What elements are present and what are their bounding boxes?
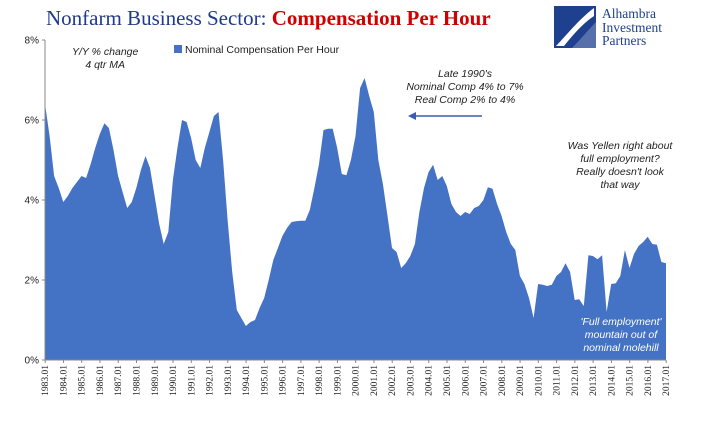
x-tick-label: 2011.01 xyxy=(553,365,563,396)
x-tick-label: 2000.01 xyxy=(352,365,362,396)
x-tick-label: 1993.01 xyxy=(224,365,234,396)
x-tick-label: 2014.01 xyxy=(607,365,617,396)
legend: Nominal Compensation Per Hour xyxy=(174,44,340,56)
annotation-late-1990s-line-1: Late 1990's xyxy=(438,68,492,80)
x-tick-label: 2006.01 xyxy=(461,365,471,396)
annotation-molehill: 'Full employment' mountain out of nomina… xyxy=(566,316,676,355)
title-emphasis: Compensation Per Hour xyxy=(271,6,491,30)
x-tick-label: 2005.01 xyxy=(443,365,453,396)
legend-note-line-2: 4 qtr MA xyxy=(85,59,126,71)
x-tick-label: 2008.01 xyxy=(498,365,508,396)
x-tick-label: 1990.01 xyxy=(169,365,179,396)
x-tick-label: 1988.01 xyxy=(133,365,143,396)
x-tick-label: 2009.01 xyxy=(516,365,526,396)
annotation-molehill-line-3: nominal molehill xyxy=(583,342,659,354)
x-tick-label: 2010.01 xyxy=(534,365,544,396)
x-tick-label: 1985.01 xyxy=(78,365,88,396)
x-tick-label: 1997.01 xyxy=(297,365,307,396)
x-tick-label: 2017.01 xyxy=(662,365,672,396)
x-tick-label: 2004.01 xyxy=(425,365,435,396)
x-tick-label: 1994.01 xyxy=(242,365,252,396)
x-tick-label: 2001.01 xyxy=(370,365,380,396)
x-tick-label: 1999.01 xyxy=(333,365,343,396)
x-tick-label: 2002.01 xyxy=(388,365,398,396)
x-tick-label: 1998.01 xyxy=(315,365,325,396)
x-tick-label: 2007.01 xyxy=(480,365,490,396)
annotation-yellen-line-2: full employment? xyxy=(580,153,660,165)
x-tick-label: 1989.01 xyxy=(151,365,161,396)
y-tick-label: 8% xyxy=(25,36,40,47)
y-tick-label: 4% xyxy=(25,196,40,207)
x-tick-label: 2015.01 xyxy=(626,365,636,396)
x-tick-label: 1996.01 xyxy=(279,365,289,396)
x-tick-label: 1987.01 xyxy=(114,365,124,396)
annotation-late-1990s-line-3: Real Comp 2% to 4% xyxy=(414,94,516,106)
late-1990s-arrow xyxy=(408,112,482,120)
x-tick-label: 1992.01 xyxy=(206,365,216,396)
chart-title: Nonfarm Business Sector: Compensation Pe… xyxy=(46,6,491,30)
annotation-molehill-line-2: mountain out of xyxy=(584,329,658,341)
logo-swoosh-icon xyxy=(556,8,596,48)
x-tick-label: 1986.01 xyxy=(96,365,106,396)
legend-swatch xyxy=(174,45,182,53)
y-tick-label: 6% xyxy=(25,116,40,127)
annotation-yellen-line-1: Was Yellen right about xyxy=(567,140,673,152)
legend-note-line-1: Y/Y % change xyxy=(72,46,139,58)
annotation-late-1990s-line-2: Nominal Comp 4% to 7% xyxy=(406,81,524,93)
x-tick-label: 2013.01 xyxy=(589,365,599,396)
area-series-nominal-compensation xyxy=(45,78,666,360)
logo-mark xyxy=(554,6,596,48)
x-tick-label: 1995.01 xyxy=(260,365,270,396)
title-prefix: Nonfarm Business Sector: xyxy=(46,6,272,30)
annotation-yellen: Was Yellen right about full employment? … xyxy=(545,140,695,192)
legend-label: Nominal Compensation Per Hour xyxy=(185,44,340,56)
annotation-yellen-line-3: Really doesn't look xyxy=(576,166,664,178)
legend-note: Y/Y % change 4 qtr MA xyxy=(72,46,138,72)
annotation-molehill-line-1: 'Full employment' xyxy=(580,316,662,328)
y-tick-label: 2% xyxy=(25,276,40,287)
arrow-left-icon xyxy=(408,112,416,120)
x-tick-label: 2003.01 xyxy=(406,365,416,396)
x-tick-label: 1991.01 xyxy=(187,365,197,396)
logo-line-3: Partners xyxy=(602,33,647,48)
logo-wordmark: Alhambra Investment Partners xyxy=(602,7,662,48)
annotation-late-1990s: Late 1990's Nominal Comp 4% to 7% Real C… xyxy=(395,68,535,107)
x-tick-label: 2012.01 xyxy=(571,365,581,396)
annotation-yellen-line-4: that way xyxy=(600,179,640,191)
x-tick-label: 1983.01 xyxy=(41,365,51,396)
logo-line-2: Investment xyxy=(602,19,662,35)
company-logo: Alhambra Investment Partners xyxy=(554,6,704,52)
x-tick-label: 1984.01 xyxy=(59,365,69,396)
y-tick-label: 0% xyxy=(25,356,40,367)
logo-line-1: Alhambra xyxy=(602,6,656,21)
x-tick-label: 2016.01 xyxy=(644,365,654,396)
